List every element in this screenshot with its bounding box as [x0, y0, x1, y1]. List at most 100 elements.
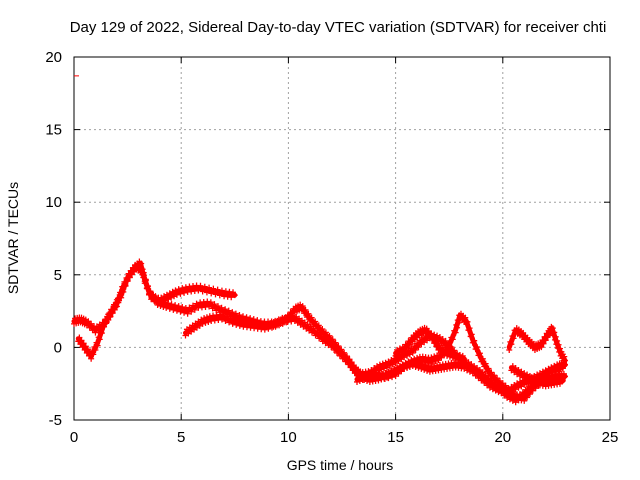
data-point	[98, 330, 105, 337]
data-point	[540, 340, 547, 347]
data-point	[445, 348, 452, 355]
data-point	[177, 308, 184, 315]
data-point	[390, 368, 397, 375]
data-point	[494, 375, 501, 382]
data-point	[215, 303, 222, 310]
data-point	[379, 360, 386, 367]
data-point	[471, 337, 478, 344]
data-point	[406, 341, 413, 348]
data-point	[382, 359, 389, 366]
data-point	[426, 360, 433, 367]
data-point	[220, 312, 227, 319]
data-point	[478, 373, 485, 380]
data-point	[492, 378, 499, 385]
data-point	[485, 365, 492, 372]
data-point	[329, 336, 336, 343]
data-point	[236, 322, 243, 329]
data-point	[312, 332, 319, 339]
data-point	[164, 300, 171, 307]
data-point	[270, 319, 277, 326]
data-point	[150, 291, 157, 298]
data-point	[147, 288, 154, 295]
data-point	[326, 332, 333, 339]
data-point	[479, 355, 486, 362]
data-point	[206, 303, 213, 310]
data-point	[173, 307, 180, 314]
data-point	[482, 360, 489, 367]
data-point	[188, 308, 195, 315]
data-point	[170, 306, 177, 313]
data-point	[551, 329, 558, 336]
data-point	[389, 374, 396, 381]
series-trace-g	[508, 363, 566, 390]
data-point	[421, 366, 428, 373]
data-point	[272, 323, 279, 330]
data-point	[378, 366, 385, 373]
data-point	[181, 309, 188, 316]
data-point	[461, 356, 468, 363]
data-point	[286, 316, 293, 323]
data-point	[308, 329, 315, 336]
y-tick-label: 15	[45, 122, 62, 139]
data-point	[206, 313, 213, 320]
data-point	[335, 342, 342, 349]
data-point	[208, 290, 215, 297]
data-point	[197, 282, 204, 289]
data-point	[561, 357, 568, 364]
data-point	[172, 302, 179, 309]
data-point	[166, 305, 173, 312]
data-point	[94, 342, 101, 349]
data-point	[418, 365, 425, 372]
data-point	[429, 359, 436, 366]
data-point	[116, 297, 123, 304]
data-point	[210, 285, 217, 292]
series-trace-f	[506, 323, 568, 364]
data-point	[479, 369, 486, 376]
data-point	[454, 350, 461, 357]
data-point	[160, 303, 167, 310]
data-point	[559, 365, 566, 372]
chart-title: Day 129 of 2022, Sidereal Day-to-day VTE…	[70, 19, 607, 36]
data-point	[532, 375, 539, 382]
data-point	[359, 377, 366, 384]
data-point	[446, 343, 453, 350]
data-point	[93, 339, 100, 346]
data-point	[316, 335, 323, 342]
data-point	[433, 343, 440, 350]
x-tick-label: 10	[280, 429, 297, 446]
data-point	[206, 284, 213, 291]
y-tick-label: 5	[54, 267, 62, 284]
data-point	[224, 313, 231, 320]
data-point	[154, 302, 161, 309]
data-point	[317, 329, 324, 336]
data-point	[385, 375, 392, 382]
data-point	[288, 312, 295, 319]
data-point	[551, 363, 558, 370]
data-point	[231, 292, 238, 299]
data-point	[430, 333, 437, 340]
data-point	[456, 351, 463, 358]
data-point	[189, 302, 196, 309]
data-point	[526, 391, 533, 398]
data-point	[207, 299, 214, 306]
data-point	[113, 303, 120, 310]
data-point	[408, 357, 415, 364]
data-point	[308, 314, 315, 321]
data-point	[277, 316, 284, 323]
data-point	[250, 316, 257, 323]
x-tick-label: 20	[494, 429, 511, 446]
data-point	[322, 329, 329, 336]
data-point	[240, 313, 247, 320]
data-point	[263, 320, 270, 327]
data-point	[548, 364, 555, 371]
data-point	[315, 322, 322, 329]
x-tick-label: 5	[177, 429, 185, 446]
x-tick-label: 15	[387, 429, 404, 446]
data-point	[409, 349, 416, 356]
data-point	[274, 317, 281, 324]
data-point	[489, 376, 496, 383]
data-point	[538, 344, 545, 351]
y-tick-label: -5	[49, 412, 62, 429]
data-point	[138, 265, 145, 272]
data-point	[376, 361, 383, 368]
